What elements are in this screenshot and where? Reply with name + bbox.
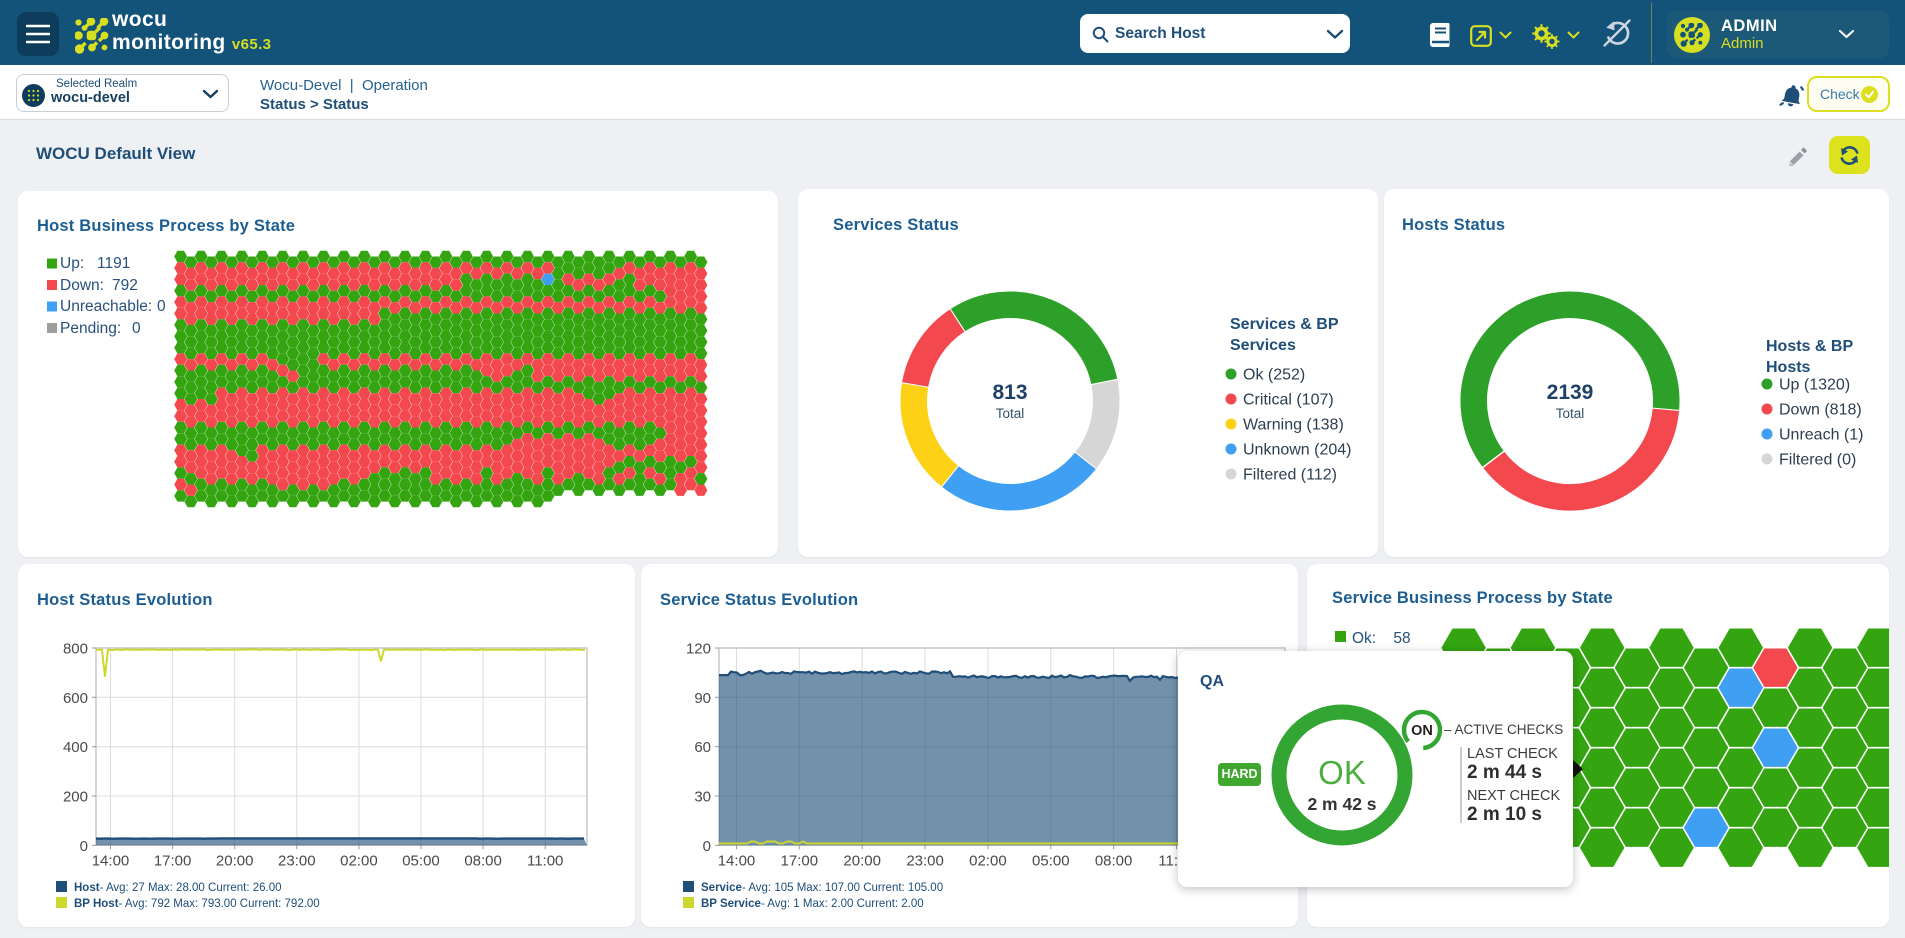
svg-text:20:00: 20:00 (216, 852, 254, 869)
svg-text:813: 813 (992, 381, 1027, 404)
svg-text:Total: Total (996, 406, 1025, 421)
svg-text:08:00: 08:00 (1095, 852, 1133, 869)
svg-text:Critical (107): Critical (107) (1243, 392, 1334, 409)
svg-text:Service- Avg: 105 Max: 107.00: Service- Avg: 105 Max: 107.00 Current: 1… (701, 882, 943, 894)
svg-text:05:00: 05:00 (1032, 852, 1070, 869)
svg-text:Filtered (112): Filtered (112) (1243, 467, 1337, 484)
svg-text:30: 30 (694, 789, 711, 806)
svg-text:200: 200 (63, 789, 88, 806)
svg-text:60: 60 (694, 739, 711, 756)
svg-text:Warning (138): Warning (138) (1243, 417, 1344, 434)
svg-text:0: 0 (703, 838, 711, 855)
svg-text:Filtered (0): Filtered (0) (1779, 452, 1856, 469)
svg-text:Unreach (1): Unreach (1) (1779, 427, 1863, 444)
svg-text:Down (818): Down (818) (1779, 402, 1862, 419)
svg-text:08:00: 08:00 (464, 852, 502, 869)
svg-text:17:00: 17:00 (154, 852, 192, 869)
svg-text:Host- Avg: 27 Max: 28.00 Curre: Host- Avg: 27 Max: 28.00 Current: 26.00 (74, 882, 282, 894)
svg-text:23:00: 23:00 (278, 852, 316, 869)
svg-text:Total: Total (1556, 406, 1585, 421)
svg-text:Up (1320): Up (1320) (1779, 377, 1850, 394)
svg-text:Unknown (204): Unknown (204) (1243, 442, 1352, 459)
svg-text:BP Service- Avg: 1 Max: 2.00 C: BP Service- Avg: 1 Max: 2.00 Current: 2.… (701, 898, 924, 910)
svg-text:120: 120 (686, 641, 711, 658)
svg-text:11:00: 11:00 (527, 852, 563, 869)
svg-text:14:00: 14:00 (718, 852, 756, 869)
svg-text:2 m 42 s: 2 m 42 s (1307, 794, 1376, 814)
svg-text:90: 90 (694, 690, 711, 707)
svg-text:20:00: 20:00 (843, 852, 881, 869)
svg-text:0: 0 (80, 838, 88, 855)
svg-text:800: 800 (63, 641, 88, 658)
svg-text:ON: ON (1411, 723, 1433, 739)
svg-text:OK: OK (1318, 754, 1366, 791)
svg-text:Ok (252): Ok (252) (1243, 367, 1305, 384)
svg-text:23:00: 23:00 (906, 852, 944, 869)
svg-text:02:00: 02:00 (969, 852, 1007, 869)
svg-text:BP Host- Avg: 792 Max: 793.00: BP Host- Avg: 792 Max: 793.00 Current: 7… (74, 898, 320, 910)
svg-text:400: 400 (63, 739, 88, 756)
svg-text:05:00: 05:00 (402, 852, 440, 869)
svg-text:600: 600 (63, 690, 88, 707)
svg-text:17:00: 17:00 (781, 852, 819, 869)
svg-text:02:00: 02:00 (340, 852, 378, 869)
svg-text:2139: 2139 (1547, 381, 1594, 404)
svg-text:14:00: 14:00 (92, 852, 130, 869)
